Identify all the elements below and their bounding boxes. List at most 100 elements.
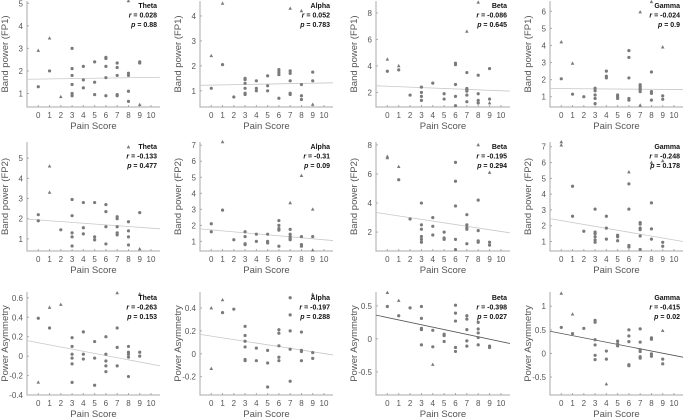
x-tick-label: 7 bbox=[288, 255, 293, 264]
x-tick-label: 9 bbox=[660, 111, 665, 120]
x-tick-label: 10 bbox=[147, 255, 156, 264]
data-point-circle bbox=[93, 238, 97, 242]
y-tick-label: 3 bbox=[19, 195, 24, 204]
x-tick-label: 6 bbox=[277, 399, 282, 408]
data-point-circle bbox=[487, 243, 492, 247]
x-axis-label: Pain Score bbox=[420, 409, 466, 419]
data-point-circle bbox=[243, 339, 247, 343]
data-point-circle bbox=[104, 225, 108, 229]
data-point-circle bbox=[593, 343, 597, 347]
data-point-circle bbox=[115, 217, 119, 221]
data-point-circle bbox=[431, 345, 435, 349]
data-point-circle bbox=[453, 82, 458, 87]
data-point-circle bbox=[627, 76, 631, 80]
data-point-circle bbox=[627, 334, 631, 338]
data-point-circle bbox=[453, 204, 458, 208]
data-point-triangle bbox=[137, 246, 142, 251]
x-tick-label: 10 bbox=[320, 111, 329, 120]
x-tick-label: 9 bbox=[310, 399, 315, 408]
x-tick-label: 6 bbox=[453, 399, 458, 408]
p-value: p = 0.783 bbox=[299, 22, 330, 29]
data-point-circle bbox=[288, 232, 292, 236]
data-point-circle bbox=[299, 97, 304, 102]
data-point-circle bbox=[442, 230, 446, 234]
data-point-circle bbox=[487, 66, 492, 71]
data-point-circle bbox=[104, 210, 108, 214]
x-tick-label: 3 bbox=[419, 399, 424, 408]
regression-line bbox=[199, 82, 334, 86]
data-point-circle bbox=[453, 63, 458, 67]
data-point-circle bbox=[126, 99, 131, 103]
axes-lines bbox=[549, 1, 683, 108]
data-point-circle bbox=[220, 311, 225, 315]
data-point-circle bbox=[465, 70, 469, 75]
data-point-circle bbox=[126, 89, 131, 93]
data-point-circle bbox=[465, 344, 469, 348]
y-tick-label: 0 bbox=[368, 335, 373, 344]
regression-line bbox=[375, 212, 511, 234]
data-point-circle bbox=[616, 344, 620, 348]
data-point-circle bbox=[604, 76, 608, 80]
x-tick-label: 9 bbox=[487, 399, 492, 408]
x-tick-label: 0 bbox=[209, 111, 214, 120]
band-title: Beta bbox=[492, 295, 507, 302]
y-axis-label: Band power (FP2) bbox=[0, 158, 11, 235]
x-axis-label: Pain Score bbox=[243, 409, 289, 419]
data-point-circle bbox=[70, 380, 74, 384]
data-point-triangle bbox=[310, 248, 315, 252]
data-point-triangle bbox=[604, 382, 609, 386]
x-tick-label: 8 bbox=[649, 111, 654, 120]
data-point-circle bbox=[243, 77, 247, 82]
data-point-circle bbox=[138, 350, 142, 354]
y-axis-label: Band power (FP2) bbox=[523, 158, 534, 235]
data-point-circle bbox=[299, 94, 304, 98]
x-tick-label: 1 bbox=[570, 399, 575, 408]
x-tick-label: 4 bbox=[604, 111, 609, 120]
x-tick-label: 1 bbox=[47, 255, 52, 264]
x-tick-label: 6 bbox=[627, 111, 632, 120]
data-point-circle bbox=[243, 86, 247, 90]
data-point-triangle bbox=[59, 94, 63, 99]
data-point-circle bbox=[627, 328, 631, 332]
data-point-circle bbox=[126, 355, 131, 359]
x-tick-label: 7 bbox=[465, 255, 470, 264]
data-point-triangle bbox=[396, 164, 401, 169]
data-point-circle bbox=[627, 207, 631, 211]
x-tick-label: 5 bbox=[92, 111, 97, 120]
y-tick-label: 0 bbox=[192, 350, 197, 359]
x-axis-label: Pain Score bbox=[70, 409, 116, 419]
data-point-triangle bbox=[660, 158, 665, 163]
data-point-circle bbox=[616, 235, 620, 239]
x-tick-label: 3 bbox=[70, 255, 75, 264]
data-point-triangle bbox=[559, 140, 564, 144]
data-point-circle bbox=[104, 242, 108, 246]
data-point-triangle bbox=[660, 328, 665, 333]
x-tick-label: 2 bbox=[582, 399, 587, 408]
r-value: r = -0.133 bbox=[126, 154, 157, 161]
data-point-triangle bbox=[465, 29, 469, 33]
data-point-circle bbox=[277, 96, 281, 100]
data-point-circle bbox=[288, 92, 292, 97]
data-point-circle bbox=[661, 357, 665, 361]
y-tick-label: 0.2 bbox=[12, 333, 24, 342]
x-tick-label: 10 bbox=[670, 111, 679, 120]
data-point-circle bbox=[232, 307, 236, 311]
x-tick-label: 2 bbox=[232, 399, 237, 408]
data-point-circle bbox=[93, 92, 97, 97]
x-axis-label: Pain Score bbox=[243, 121, 289, 132]
p-value: p = 0.294 bbox=[476, 163, 507, 170]
y-tick-label: 0.2 bbox=[185, 327, 197, 336]
x-tick-label: 2 bbox=[582, 111, 587, 120]
axes-lines bbox=[199, 292, 333, 396]
y-tick-label: 3 bbox=[19, 44, 24, 53]
y-tick-label: 8 bbox=[368, 9, 373, 18]
p-value: p = 0.027 bbox=[476, 314, 507, 321]
x-tick-label: 6 bbox=[453, 255, 458, 264]
data-point-circle bbox=[419, 304, 424, 309]
data-point-circle bbox=[419, 223, 424, 227]
r-value: r = -0.248 bbox=[649, 154, 680, 161]
